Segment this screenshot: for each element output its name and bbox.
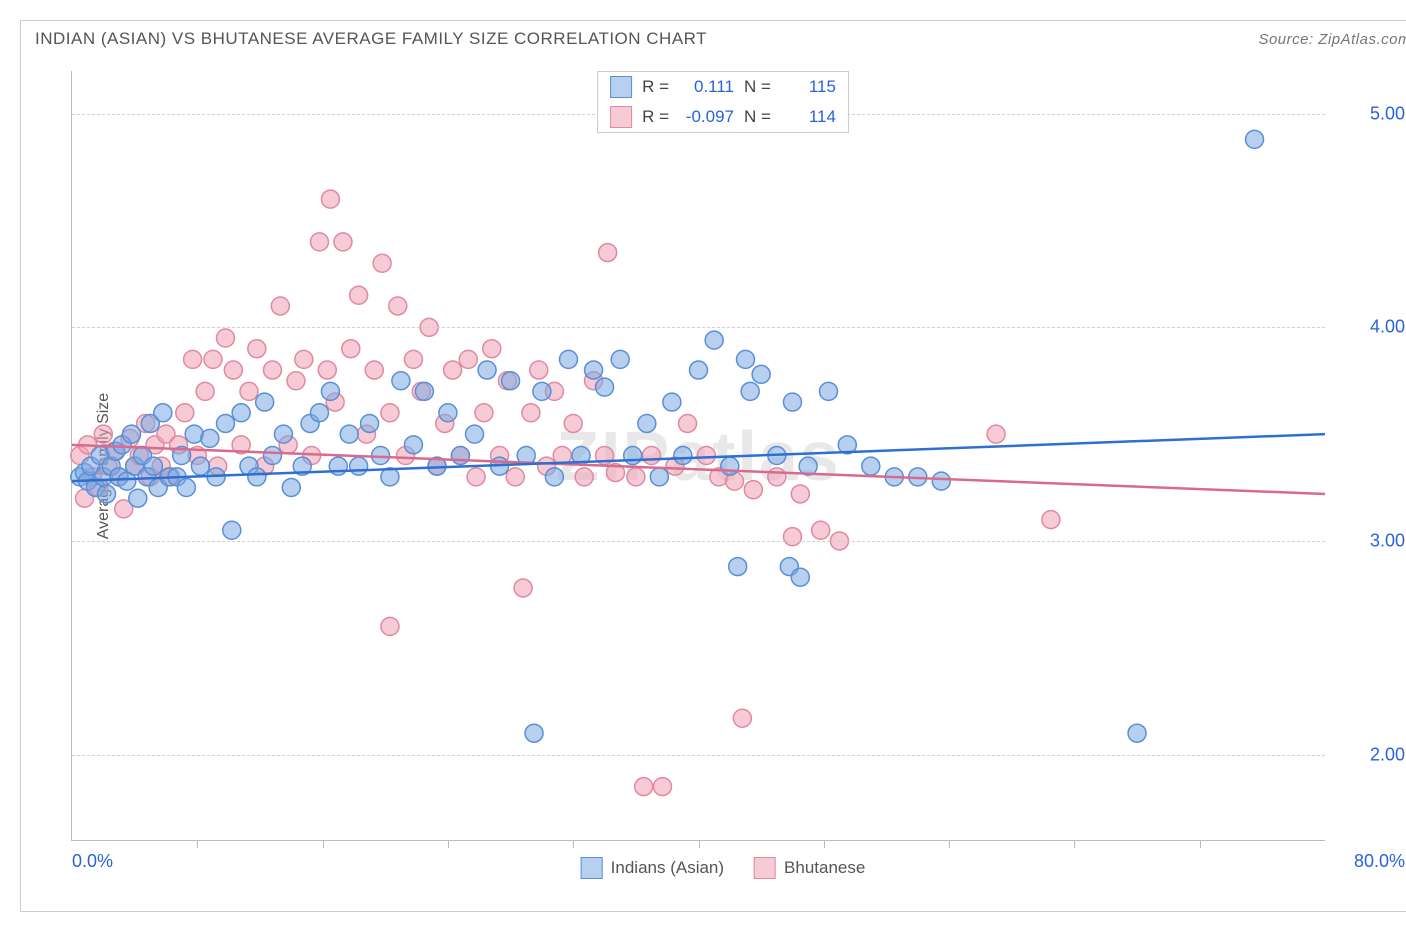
n-label-b: N =	[744, 107, 771, 127]
swatch-a-icon	[581, 857, 603, 879]
swatch-b	[610, 106, 632, 128]
y-tick-label: 5.00	[1370, 103, 1405, 124]
legend-row-a: R = 0.111 N = 115	[598, 72, 848, 102]
y-tick-label: 4.00	[1370, 317, 1405, 338]
plot-svg	[72, 71, 1325, 840]
chart-container: INDIAN (ASIAN) VS BHUTANESE AVERAGE FAMI…	[20, 20, 1406, 912]
series-b-label: Bhutanese	[784, 858, 865, 878]
legend-row-b: R = -0.097 N = 114	[598, 102, 848, 132]
y-tick-label: 2.00	[1370, 744, 1405, 765]
swatch-b-icon	[754, 857, 776, 879]
x-max-label: 80.0%	[1354, 851, 1405, 872]
series-legend: Indians (Asian) Bhutanese	[581, 857, 866, 879]
r-label-b: R =	[642, 107, 669, 127]
chart-header: INDIAN (ASIAN) VS BHUTANESE AVERAGE FAMI…	[21, 21, 1406, 53]
y-tick-label: 3.00	[1370, 530, 1405, 551]
plot-area: ZIPatlas 2.003.004.005.000.0%80.0%	[71, 71, 1325, 841]
r-value-b: -0.097	[679, 107, 734, 127]
legend-item-b: Bhutanese	[754, 857, 865, 879]
source-label: Source: ZipAtlas.com	[1258, 31, 1406, 48]
x-min-label: 0.0%	[72, 851, 113, 872]
swatch-a	[610, 76, 632, 98]
series-a-label: Indians (Asian)	[611, 858, 724, 878]
chart-title: INDIAN (ASIAN) VS BHUTANESE AVERAGE FAMI…	[35, 29, 707, 49]
r-label-a: R =	[642, 77, 669, 97]
n-value-a: 115	[781, 77, 836, 97]
n-label-a: N =	[744, 77, 771, 97]
r-value-a: 0.111	[679, 77, 734, 97]
legend-item-a: Indians (Asian)	[581, 857, 724, 879]
n-value-b: 114	[781, 107, 836, 127]
correlation-legend: R = 0.111 N = 115 R = -0.097 N = 114	[597, 71, 849, 133]
